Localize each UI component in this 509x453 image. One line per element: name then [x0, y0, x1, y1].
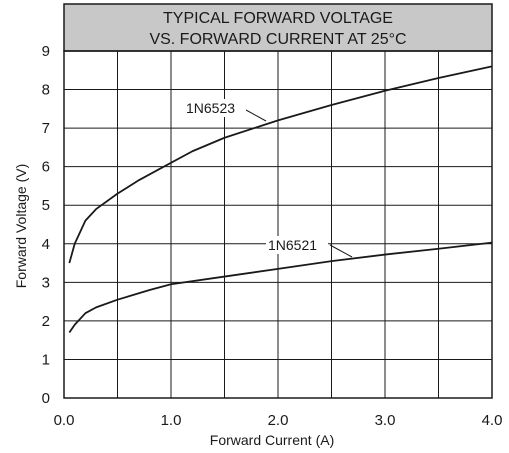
y-tick-label: 6 — [42, 159, 50, 176]
y-tick-label: 0 — [42, 390, 50, 407]
x-tick-label: 4.0 — [482, 412, 503, 429]
y-tick-label: 3 — [42, 274, 50, 291]
series-label: 1N6523 — [186, 100, 235, 116]
series-line-1N6521 — [68, 241, 493, 333]
chart-title-box — [63, 3, 493, 52]
x-tick-label: 1.0 — [161, 412, 182, 429]
y-tick-label: 4 — [42, 236, 50, 253]
y-tick-label: 9 — [42, 43, 50, 60]
series-line-1N6523 — [68, 65, 493, 264]
chart-title: TYPICAL FORWARD VOLTAGE — [163, 10, 393, 27]
plot-area-border — [63, 50, 493, 399]
y-tick-label: 8 — [42, 82, 50, 99]
x-axis-ticks: 0.0 1.0 2.0 3.0 4.0 — [54, 412, 503, 429]
chart-series: 1N6523 1N6521 — [68, 65, 493, 333]
x-axis-label: Forward Current (A) — [210, 432, 334, 448]
x-tick-label: 3.0 — [375, 412, 396, 429]
y-axis-ticks: 0 1 2 3 4 5 6 7 8 9 — [42, 43, 50, 407]
y-axis-label: Forward Voltage (V) — [13, 164, 29, 289]
y-tick-label: 1 — [42, 351, 50, 368]
y-tick-label: 2 — [42, 313, 50, 330]
x-tick-label: 0.0 — [54, 412, 75, 429]
chart-grid — [64, 51, 492, 398]
series-label-background — [266, 236, 328, 254]
series-label-leader — [329, 244, 353, 258]
y-tick-label: 5 — [42, 197, 50, 214]
series-label: 1N6521 — [268, 237, 317, 253]
y-tick-label: 7 — [42, 120, 50, 137]
series-label-leader — [245, 109, 267, 122]
chart-subtitle: VS. FORWARD CURRENT AT 25°C — [149, 31, 406, 48]
x-tick-label: 2.0 — [268, 412, 289, 429]
series-label-background — [184, 99, 246, 117]
